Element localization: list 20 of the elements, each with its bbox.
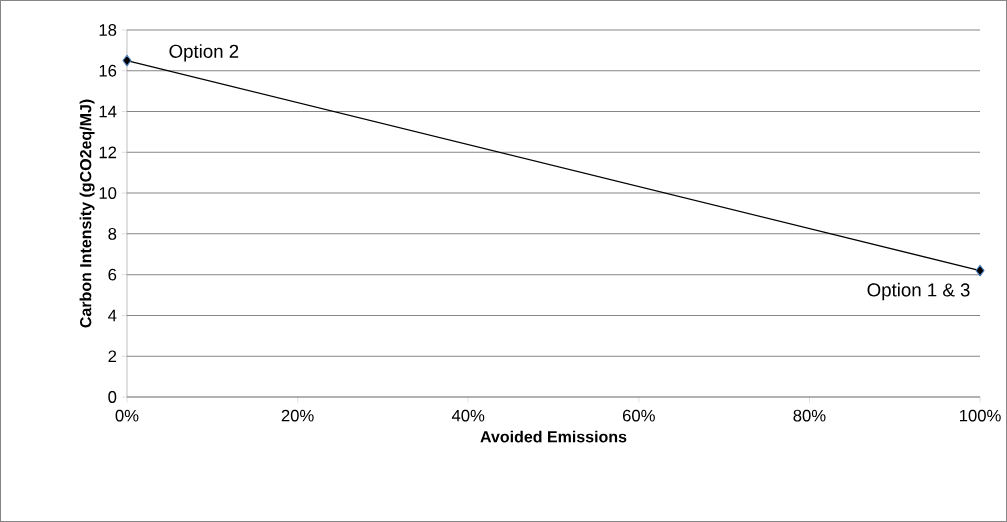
- y-tick-label: 6: [108, 268, 117, 281]
- y-tick-label: 10: [99, 187, 117, 200]
- annotation: Option 2: [169, 44, 239, 62]
- y-tick-label: 2: [108, 350, 117, 363]
- x-tick-label: 100%: [960, 409, 1001, 422]
- y-axis-title: Carbon Intensity (gCO2eq/MJ): [79, 99, 95, 328]
- y-tick-label: 18: [99, 24, 117, 36]
- y-tick-label: 8: [108, 228, 117, 240]
- x-tick-label: 40%: [451, 409, 485, 422]
- y-tick-label: 14: [99, 105, 117, 118]
- y-tick-label: 4: [108, 309, 117, 322]
- y-tick-label: 16: [99, 64, 117, 77]
- x-tick-label: 20%: [281, 409, 314, 422]
- x-tick-label: 80%: [793, 409, 826, 422]
- x-axis-title: Avoided Emissions: [480, 430, 627, 443]
- annotation: Option 1 & 3: [867, 282, 970, 301]
- y-tick-label: 0: [108, 391, 117, 403]
- x-tick-label: 0%: [115, 409, 139, 422]
- x-tick-label: 60%: [622, 409, 655, 422]
- y-tick-label: 12: [99, 146, 117, 159]
